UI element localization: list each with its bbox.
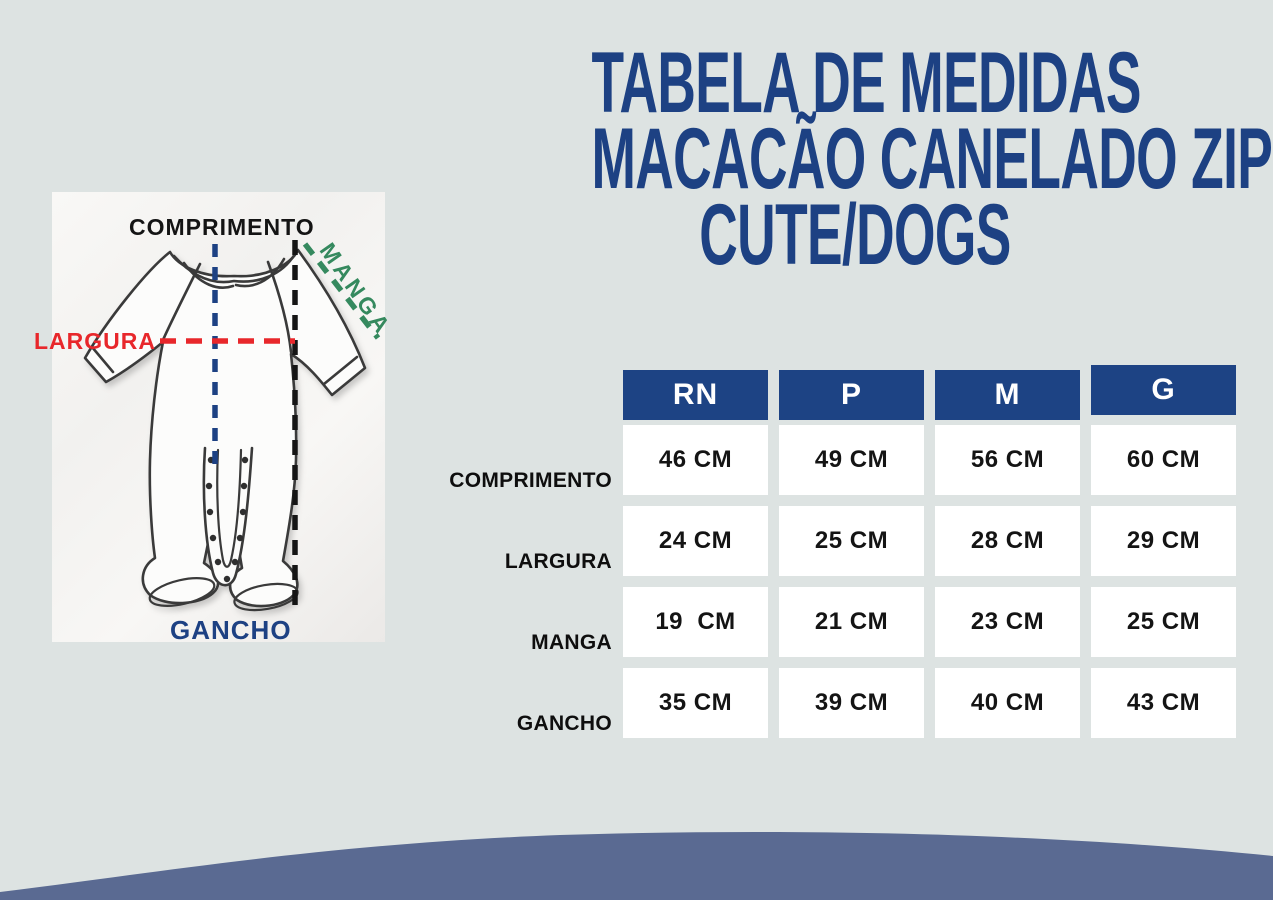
size-value-cell: 23 CM bbox=[935, 587, 1080, 657]
onesie-drawing bbox=[83, 248, 367, 612]
right-raglan-seam bbox=[266, 260, 293, 354]
size-value-cell: 46 CM bbox=[623, 425, 768, 495]
gancho-label: GANCHO bbox=[170, 615, 292, 645]
left-raglan-seam bbox=[161, 262, 202, 342]
size-value-cell: 25 CM bbox=[779, 506, 924, 576]
page-title: TABELA DE MEDIDAS MACACÃO CANELADO ZIPER… bbox=[430, 35, 1273, 283]
title-line-3: CUTE/DOGS bbox=[699, 187, 1011, 283]
size-column-header-rn: RN bbox=[623, 370, 768, 420]
footer-wave bbox=[0, 831, 1273, 900]
row-label: GANCHO bbox=[516, 712, 612, 735]
left-cuff-band bbox=[90, 345, 115, 374]
onesie-diagram bbox=[83, 240, 381, 612]
neckline-left-lap bbox=[182, 261, 235, 289]
size-value-cell: 29 CM bbox=[1091, 506, 1236, 576]
manga-line bbox=[302, 242, 381, 340]
title-line-2: MACACÃO CANELADO ZIPER bbox=[591, 111, 1273, 207]
size-value-cell: 24 CM bbox=[623, 506, 768, 576]
right-cuff-band bbox=[322, 355, 359, 386]
table-row-comprimento: COMPRIMENTO 46 CM 49 CM 56 CM 60 CM bbox=[425, 425, 1236, 495]
size-value-cell: 49 CM bbox=[779, 425, 924, 495]
row-label: LARGURA bbox=[504, 550, 612, 573]
snap-placket-inner bbox=[216, 448, 243, 568]
table-header-row: RN P M G bbox=[425, 365, 1236, 420]
size-value-cell: 56 CM bbox=[935, 425, 1080, 495]
size-value-cell: 25 CM bbox=[1091, 587, 1236, 657]
row-label: MANGA bbox=[531, 631, 612, 654]
table-row-manga: MANGA 19 CM 21 CM 23 CM 25 CM bbox=[425, 587, 1236, 657]
size-value-cell: 43 CM bbox=[1091, 668, 1236, 738]
header-spacer bbox=[425, 370, 612, 420]
left-foot-sole bbox=[148, 577, 216, 607]
table-row-gancho: GANCHO 35 CM 39 CM 40 CM 43 CM bbox=[425, 668, 1236, 738]
table-row-largura: LARGURA 24 CM 25 CM 28 CM 29 CM bbox=[425, 506, 1236, 576]
comprimento-label: COMPRIMENTO bbox=[129, 214, 315, 240]
size-value-cell: 40 CM bbox=[935, 668, 1080, 738]
size-column-header-g: G bbox=[1091, 365, 1236, 415]
size-value-cell: 39 CM bbox=[779, 668, 924, 738]
size-value-cell: 28 CM bbox=[935, 506, 1080, 576]
size-column-header-p: P bbox=[779, 370, 924, 420]
title-line-1: TABELA DE MEDIDAS bbox=[591, 35, 1142, 131]
size-column-header-m: M bbox=[935, 370, 1080, 420]
largura-label: LARGURA bbox=[34, 328, 156, 354]
size-value-cell: 60 CM bbox=[1091, 425, 1236, 495]
row-label: COMPRIMENTO bbox=[449, 469, 612, 492]
size-value-cell: 21 CM bbox=[779, 587, 924, 657]
size-value-cell: 35 CM bbox=[623, 668, 768, 738]
neckline-right-lap bbox=[234, 257, 286, 288]
size-value-cell: 19 CM bbox=[623, 587, 768, 657]
